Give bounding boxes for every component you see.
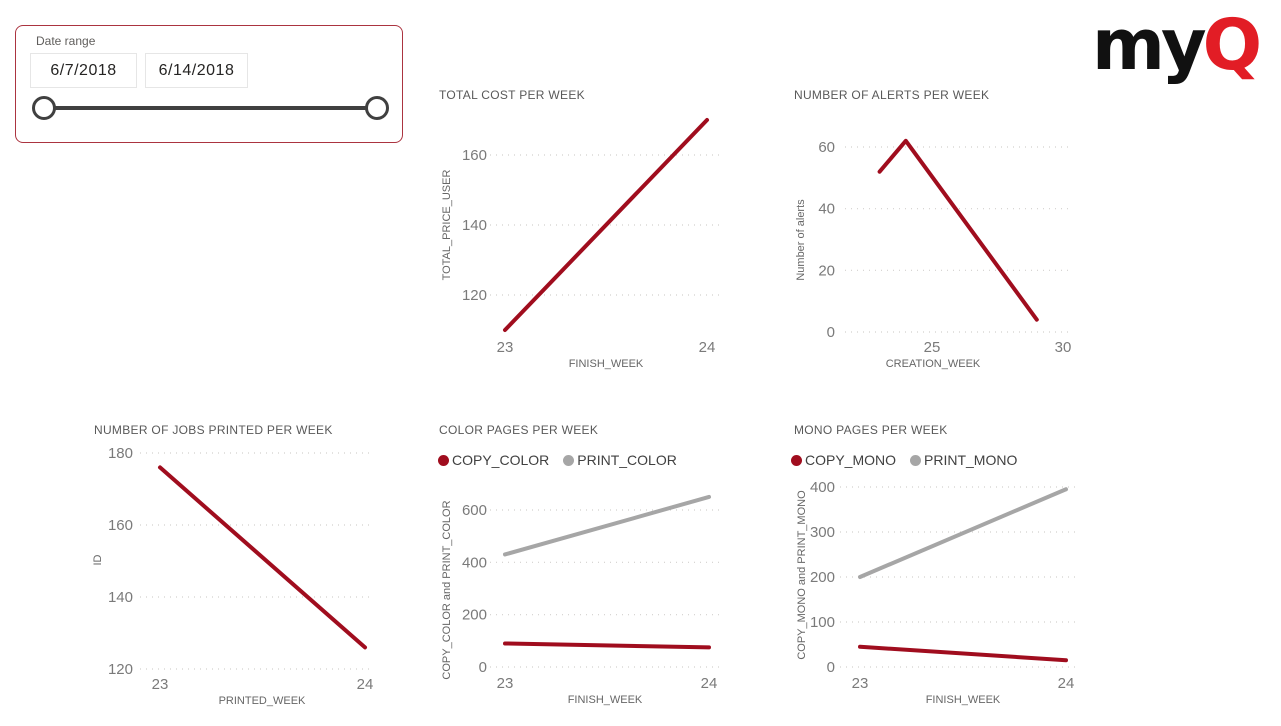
y-tick-label: 40 xyxy=(818,201,835,218)
y-tick-label: 60 xyxy=(818,139,835,156)
y-tick-label: 0 xyxy=(479,659,487,676)
legend-label: COPY_MONO xyxy=(805,452,897,468)
line-plot[interactable]: 0 100 200 300 400 23 24 xyxy=(785,480,1095,705)
y-tick-label: 140 xyxy=(462,217,487,234)
y-tick-label: 200 xyxy=(810,569,835,586)
legend-dot xyxy=(563,454,575,466)
y-tick-label: 100 xyxy=(810,614,835,631)
legend-item-copy-color[interactable]: COPY_COLOR xyxy=(438,452,549,468)
chart-title: MONO PAGES PER WEEK xyxy=(794,423,948,437)
legend-dot xyxy=(910,454,922,466)
y-tick-label: 200 xyxy=(462,607,487,624)
x-tick-label: 24 xyxy=(699,339,716,356)
y-tick-label: 180 xyxy=(108,448,133,462)
y-tick-label: 0 xyxy=(827,659,835,676)
series-PRINT_MONO[interactable] xyxy=(858,487,1068,579)
y-tick-label: 400 xyxy=(810,480,835,496)
y-tick-label: 0 xyxy=(827,324,835,341)
legend-item-copy-mono[interactable]: COPY_MONO xyxy=(791,452,896,468)
legend-label: COPY_COLOR xyxy=(452,452,550,468)
y-tick-label: 160 xyxy=(108,517,133,534)
slider-handle-end[interactable] xyxy=(365,96,389,120)
chart-number-of-jobs-printed-per-week: NUMBER OF JOBS PRINTED PER WEEK ID 120 14… xyxy=(85,420,395,720)
series-TOTAL_PRICE_USER[interactable] xyxy=(503,118,709,332)
chart-title: NUMBER OF ALERTS PER WEEK xyxy=(794,88,990,102)
x-axis-title: PRINTED_WEEK xyxy=(218,695,306,707)
y-tick-label: 600 xyxy=(462,502,487,519)
series-COPY_COLOR[interactable] xyxy=(503,641,711,650)
series-Number of alerts[interactable] xyxy=(877,138,1039,322)
y-tick-label: 120 xyxy=(462,287,487,304)
legend-dot xyxy=(791,454,802,466)
legend-label: PRINT_COLOR xyxy=(577,452,677,468)
x-tick-label: 24 xyxy=(701,675,718,692)
line-plot[interactable]: 120 140 160 23 24 xyxy=(432,110,732,375)
y-tick-label: 400 xyxy=(462,554,487,571)
chart-title: COLOR PAGES PER WEEK xyxy=(439,423,599,437)
line-plot[interactable]: 120 140 160 180 23 24 xyxy=(85,448,395,698)
x-tick-label: 24 xyxy=(1058,675,1075,692)
x-axis-title: FINISH_WEEK xyxy=(567,694,643,706)
date-range-slicer: Date range 6/7/2018 6/14/2018 xyxy=(15,25,403,143)
y-tick-label: 300 xyxy=(810,524,835,541)
chart-number-of-alerts-per-week: NUMBER OF ALERTS PER WEEK Number of aler… xyxy=(790,85,1090,385)
chart-title: NUMBER OF JOBS PRINTED PER WEEK xyxy=(94,423,333,437)
line-plot[interactable]: 0 200 400 600 23 24 xyxy=(432,480,732,705)
x-axis-title: FINISH_WEEK xyxy=(925,694,1001,706)
logo-accent-letter: Q xyxy=(1202,4,1262,86)
x-tick-label: 23 xyxy=(497,339,514,356)
y-tick-label: 160 xyxy=(462,147,487,164)
series-PRINT_COLOR[interactable] xyxy=(503,494,711,557)
x-tick-label: 30 xyxy=(1055,339,1072,356)
x-tick-label: 23 xyxy=(497,675,514,692)
x-tick-label: 25 xyxy=(924,339,941,356)
line-plot[interactable]: 0 20 40 60 25 30 xyxy=(790,110,1090,375)
x-tick-label: 23 xyxy=(852,675,869,692)
x-axis-title: FINISH_WEEK xyxy=(568,358,644,370)
myq-logo: myQ xyxy=(1092,10,1262,80)
chart-legend: COPY_MONO PRINT_MONO xyxy=(791,452,1017,468)
legend-item-print-mono[interactable]: PRINT_MONO xyxy=(910,452,1017,468)
y-tick-label: 20 xyxy=(818,262,835,279)
chart-total-cost-per-week: TOTAL COST PER WEEK TOTAL_PRICE_USER 120… xyxy=(432,85,732,385)
end-date-input[interactable]: 6/14/2018 xyxy=(145,53,248,88)
x-tick-label: 23 xyxy=(152,676,169,693)
start-date-input[interactable]: 6/7/2018 xyxy=(30,53,137,88)
legend-dot xyxy=(438,454,449,466)
logo-text: my xyxy=(1092,4,1207,86)
date-range-slider-track[interactable] xyxy=(44,106,377,110)
legend-item-print-color[interactable]: PRINT_COLOR xyxy=(563,452,677,468)
chart-mono-pages-per-week: MONO PAGES PER WEEK COPY_MONO PRINT_MONO… xyxy=(785,420,1095,720)
chart-color-pages-per-week: COLOR PAGES PER WEEK COPY_COLOR PRINT_CO… xyxy=(432,420,732,720)
y-tick-label: 140 xyxy=(108,589,133,606)
x-axis-title: CREATION_WEEK xyxy=(885,358,981,370)
slider-handle-start[interactable] xyxy=(32,96,56,120)
chart-legend: COPY_COLOR PRINT_COLOR xyxy=(438,452,677,468)
x-tick-label: 24 xyxy=(357,676,374,693)
legend-label: PRINT_MONO xyxy=(924,452,1018,468)
series-ID[interactable] xyxy=(158,465,367,650)
y-tick-label: 120 xyxy=(108,661,133,678)
chart-title: TOTAL COST PER WEEK xyxy=(439,88,585,102)
slicer-label: Date range xyxy=(36,34,96,48)
series-COPY_MONO[interactable] xyxy=(858,644,1068,663)
